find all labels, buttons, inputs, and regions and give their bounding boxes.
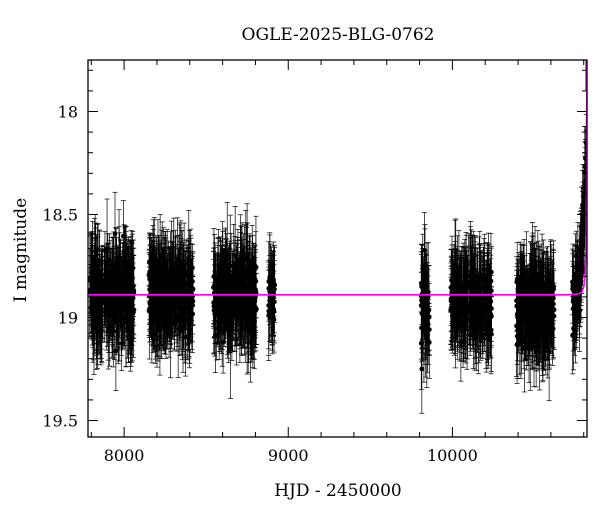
- y-axis-label: I magnitude: [11, 198, 31, 302]
- data-point: [109, 262, 115, 268]
- data-point: [107, 257, 112, 263]
- data-point: [128, 269, 134, 275]
- data-point: [113, 260, 119, 265]
- data-point: [90, 294, 96, 300]
- data-points-layer: [88, 114, 587, 414]
- chart-title: OGLE-2025-BLG-0762: [242, 25, 435, 45]
- data-point: [112, 231, 118, 237]
- data-point: [130, 265, 136, 271]
- data-point: [90, 322, 96, 328]
- data-point: [116, 265, 122, 271]
- data-point: [90, 267, 96, 273]
- data-point: [104, 246, 110, 252]
- data-point: [118, 322, 124, 328]
- data-point: [97, 261, 103, 267]
- x-axis-label: HJD - 2450000: [274, 481, 402, 501]
